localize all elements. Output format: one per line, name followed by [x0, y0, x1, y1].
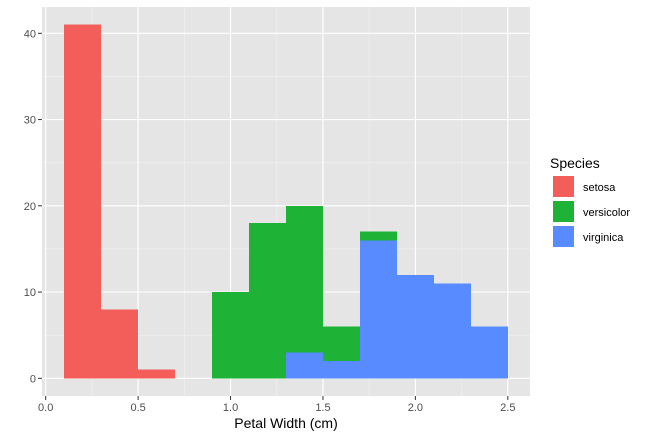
x-axis: 0.0 0.5 1.0 1.5 2.0 2.5: [38, 396, 515, 414]
bar-virginica: [396, 274, 434, 379]
y-tick-label: 10: [24, 287, 36, 299]
x-axis-title: Petal Width (cm): [234, 415, 337, 431]
bars: [64, 24, 508, 379]
y-axis: 0 10 20 30 40: [24, 28, 42, 385]
bar-virginica: [433, 283, 471, 379]
legend-key-versicolor: [553, 201, 574, 222]
legend-label-virginica: virginica: [583, 232, 624, 244]
legend-key-setosa: [553, 176, 574, 197]
bar-versicolor: [212, 292, 250, 379]
x-tick-label: 0.0: [38, 402, 53, 414]
y-tick-label: 0: [30, 373, 36, 385]
legend-title: Species: [550, 155, 600, 171]
bar-setosa: [101, 309, 139, 379]
bar-versicolor: [359, 231, 397, 241]
bar-virginica: [470, 326, 508, 379]
bar-virginica: [359, 240, 397, 379]
y-tick-label: 40: [24, 28, 36, 40]
bar-virginica: [286, 352, 323, 379]
x-tick-label: 0.5: [130, 402, 145, 414]
x-tick-label: 2.0: [408, 402, 423, 414]
bar-virginica: [322, 361, 360, 379]
legend: Species setosa versicolor virginica: [550, 155, 630, 247]
legend-label-versicolor: versicolor: [583, 207, 630, 219]
x-tick-label: 1.5: [315, 402, 330, 414]
bar-versicolor: [286, 205, 323, 353]
y-tick-label: 20: [24, 201, 36, 213]
legend-key-virginica: [553, 226, 574, 247]
x-tick-label: 2.5: [500, 402, 515, 414]
bar-setosa: [138, 369, 176, 379]
x-tick-label: 1.0: [223, 402, 238, 414]
bar-versicolor: [249, 223, 286, 379]
bar-versicolor: [322, 326, 360, 362]
legend-label-setosa: setosa: [583, 182, 616, 194]
bar-setosa: [64, 24, 102, 379]
y-tick-label: 30: [24, 115, 36, 127]
